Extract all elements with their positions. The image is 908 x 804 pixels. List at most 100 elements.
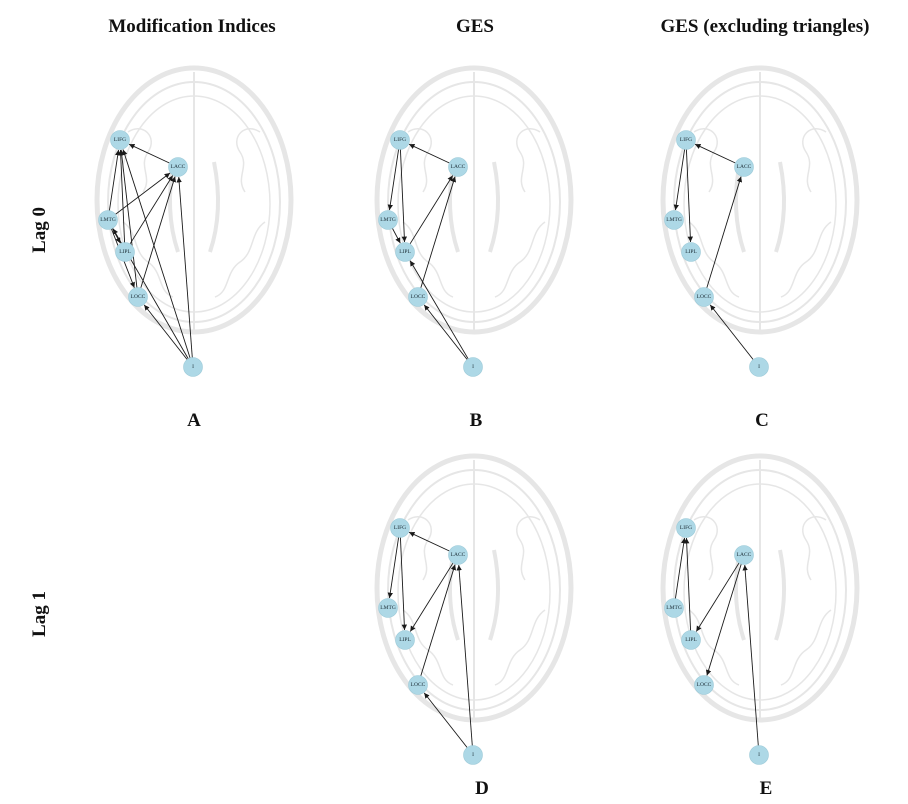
edge-i-to-lifg <box>122 149 191 359</box>
node-lipl: LIPL <box>681 630 701 650</box>
column-title-ges-excluding-triangles: GES (excluding triangles) <box>660 16 870 37</box>
node-label: LIFG <box>114 137 126 143</box>
node-label: LIPL <box>399 637 411 643</box>
node-label: LIFG <box>680 137 692 143</box>
edge-lmtg-to-lifg <box>108 149 121 211</box>
node-lmtg: LMTG <box>664 598 684 618</box>
node-label: LMTG <box>100 217 116 223</box>
node-label: LOCC <box>411 682 426 688</box>
node-label: LOCC <box>131 294 146 300</box>
node-lifg: LIFG <box>390 518 410 538</box>
node-i: I <box>749 357 769 377</box>
edge-i-to-lacc <box>456 564 473 746</box>
edge-lacc-to-lifg <box>408 143 450 164</box>
edge-lifg-to-lipl <box>399 149 408 243</box>
node-label: LMTG <box>380 217 396 223</box>
node-locc: LOCC <box>408 287 428 307</box>
node-label: I <box>472 752 474 758</box>
edge-lifg-to-lmtg <box>387 149 400 211</box>
column-title-modification-indices: Modification Indices <box>108 16 276 37</box>
node-label: I <box>758 752 760 758</box>
edge-locc-to-lacc <box>706 176 743 289</box>
brain-outline-icon <box>660 65 860 335</box>
edge-locc-to-lacc <box>420 176 457 289</box>
edge-lacc-to-lifg <box>408 531 450 552</box>
node-label: LACC <box>451 164 466 170</box>
edge-i-to-locc <box>423 304 468 360</box>
node-i: I <box>463 745 483 765</box>
edge-lacc-to-lipl <box>409 562 454 632</box>
panel-letter-e: E <box>759 778 773 799</box>
node-lmtg: LMTG <box>378 598 398 618</box>
node-label: LIPL <box>685 637 697 643</box>
brain-outline-icon <box>374 453 574 723</box>
node-locc: LOCC <box>694 287 714 307</box>
brain-outline-icon <box>94 65 294 335</box>
node-label: LOCC <box>411 294 426 300</box>
edge-lifg-to-lmtg <box>673 149 686 211</box>
row-label-lag-0: Lag 0 <box>29 207 50 253</box>
node-lipl: LIPL <box>115 242 135 262</box>
panel-b-diagram: LIFG LACC LMTG LIPL LOCC I <box>374 65 574 377</box>
node-label: LIFG <box>394 137 406 143</box>
node-label: LIFG <box>394 525 406 531</box>
node-i: I <box>463 357 483 377</box>
node-lacc: LACC <box>734 545 754 565</box>
node-label: LMTG <box>380 605 396 611</box>
edge-lipl-to-lifg <box>683 537 692 631</box>
node-lacc: LACC <box>448 157 468 177</box>
node-label: LACC <box>451 552 466 558</box>
edge-i-to-locc <box>709 304 754 360</box>
edge-i-to-lipl <box>409 260 469 360</box>
node-lacc: LACC <box>448 545 468 565</box>
node-label: LIPL <box>119 249 131 255</box>
node-label: LACC <box>737 552 752 558</box>
edge-locc-to-lacc <box>420 564 457 677</box>
edge-lipl-to-lacc <box>129 175 174 245</box>
node-label: I <box>472 364 474 370</box>
edge-lacc-to-lifg <box>694 143 736 164</box>
column-title-ges: GES <box>455 16 495 37</box>
edge-i-to-lacc <box>176 176 193 358</box>
node-locc: LOCC <box>128 287 148 307</box>
node-label: LMTG <box>666 605 682 611</box>
node-i: I <box>183 357 203 377</box>
edge-lacc-to-lipl <box>695 562 740 632</box>
node-label: LOCC <box>697 682 712 688</box>
edge-lifg-to-lmtg <box>387 537 400 599</box>
node-lipl: LIPL <box>395 630 415 650</box>
edge-lipl-to-lifg <box>117 149 126 243</box>
node-label: LOCC <box>697 294 712 300</box>
node-i: I <box>749 745 769 765</box>
edge-lipl-to-lacc <box>409 175 454 245</box>
node-label: I <box>758 364 760 370</box>
panel-letter-a: A <box>187 410 201 431</box>
brain-outline-icon <box>660 453 860 723</box>
node-label: LMTG <box>666 217 682 223</box>
panel-a-diagram: LIFG LACC LMTG LIPL LOCC I <box>94 65 294 377</box>
node-lipl: LIPL <box>395 242 415 262</box>
node-label: I <box>192 364 194 370</box>
node-lmtg: LMTG <box>378 210 398 230</box>
panel-letter-b: B <box>469 410 483 431</box>
node-label: LACC <box>171 164 186 170</box>
node-locc: LOCC <box>694 675 714 695</box>
brain-outline-icon <box>374 65 574 335</box>
node-lacc: LACC <box>168 157 188 177</box>
panel-letter-c: C <box>755 410 769 431</box>
node-locc: LOCC <box>408 675 428 695</box>
edge-lifg-to-lipl <box>685 149 694 243</box>
node-lmtg: LMTG <box>98 210 118 230</box>
edge-lacc-to-locc <box>705 563 742 676</box>
edge-i-to-locc <box>143 304 188 360</box>
node-lipl: LIPL <box>681 242 701 262</box>
panel-c-diagram: LIFG LACC LMTG LIPL LOCC I <box>660 65 860 377</box>
node-label: LIFG <box>680 525 692 531</box>
edge-lacc-to-lifg <box>128 143 170 164</box>
node-lifg: LIFG <box>110 130 130 150</box>
node-lifg: LIFG <box>390 130 410 150</box>
edge-locc-to-lacc <box>140 176 177 289</box>
panel-d-diagram: LIFG LACC LMTG LIPL LOCC I <box>374 453 574 765</box>
node-lifg: LIFG <box>676 130 696 150</box>
node-lifg: LIFG <box>676 518 696 538</box>
